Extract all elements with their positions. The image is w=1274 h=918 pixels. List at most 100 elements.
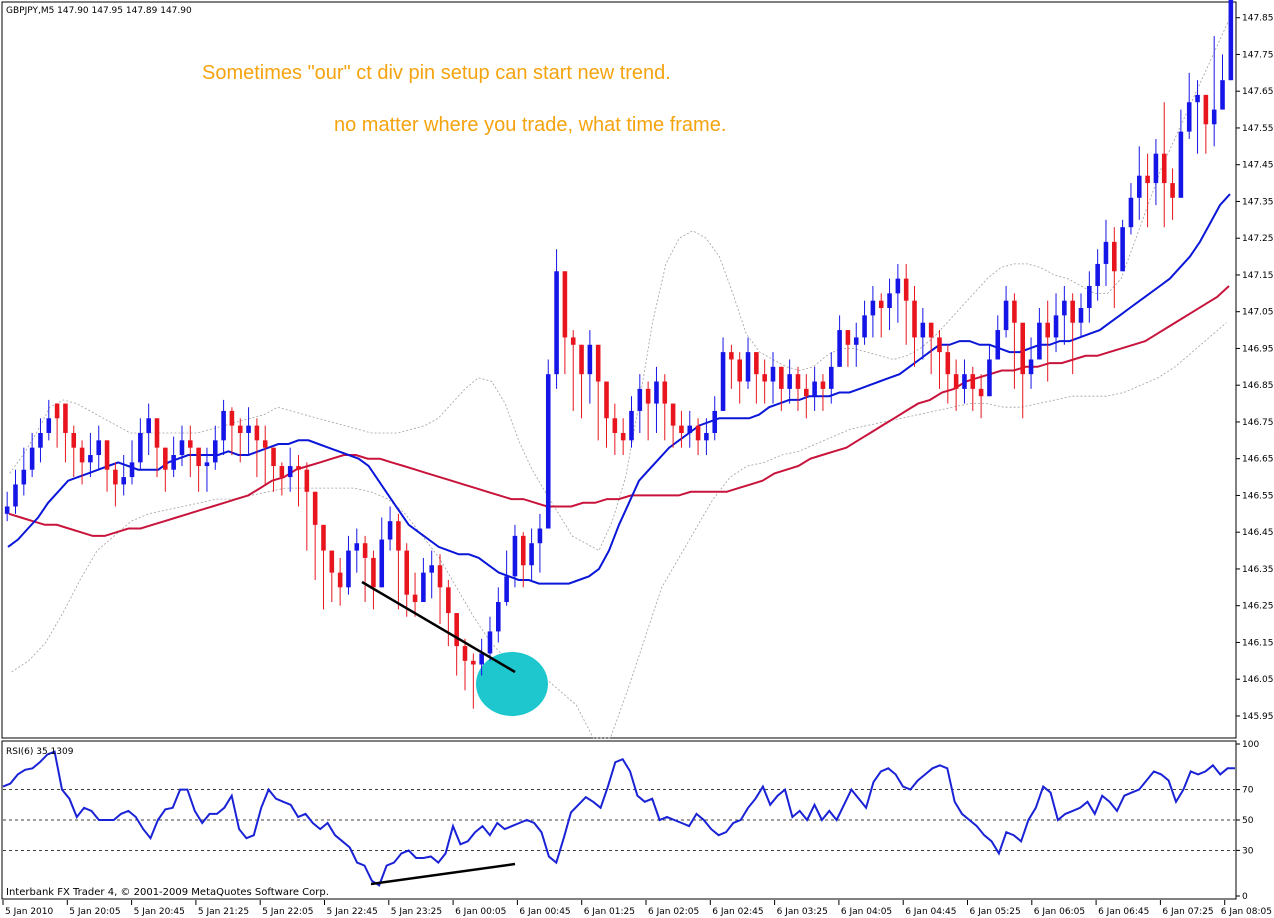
candle-body <box>379 539 385 588</box>
candle <box>945 344 951 404</box>
candle-body <box>762 374 767 382</box>
candle <box>1028 337 1034 389</box>
candle <box>421 557 426 603</box>
candle <box>687 410 693 448</box>
candle <box>903 263 909 345</box>
candle <box>1020 322 1026 419</box>
candle-body <box>171 455 176 470</box>
candle <box>962 359 967 404</box>
candle <box>654 366 659 433</box>
candle-body <box>970 374 976 389</box>
candle <box>396 513 401 610</box>
candle-body <box>745 352 751 382</box>
candle <box>679 410 684 448</box>
candle <box>604 381 609 448</box>
price-tick-label: 147.85 <box>1242 14 1274 24</box>
rsi-panel-frame <box>1 740 1237 900</box>
candle-body <box>595 344 601 382</box>
candle <box>462 638 468 691</box>
candle <box>987 344 992 397</box>
candle <box>953 359 959 411</box>
price-tick-label: 146.05 <box>1242 675 1274 685</box>
candle <box>670 403 676 448</box>
candle <box>212 425 218 470</box>
price-tick-label: 146.65 <box>1242 455 1274 465</box>
candle-body <box>1070 300 1075 323</box>
candle <box>104 440 110 492</box>
candle-body <box>446 587 451 614</box>
candle <box>770 352 776 404</box>
candle-body <box>1045 322 1050 338</box>
candle-body <box>637 388 643 411</box>
main-price-panel: GBPJPY,M5 147.90 147.95 147.89 147.90 So… <box>1 0 1274 739</box>
candle <box>504 550 509 606</box>
candle-body <box>1161 153 1167 184</box>
fast-ma-line <box>7 193 1231 585</box>
price-tick-label: 146.85 <box>1242 381 1274 391</box>
candle <box>845 330 851 367</box>
candle-body <box>1103 241 1109 264</box>
candle-body <box>812 381 817 397</box>
candle-body <box>163 447 168 470</box>
candle <box>229 407 235 456</box>
candle-body <box>1028 359 1034 375</box>
candle-body <box>421 572 426 603</box>
candle-body <box>396 521 401 551</box>
rsi-tick-label: 30 <box>1242 846 1254 856</box>
candle-body <box>1203 94 1209 125</box>
candle <box>379 517 385 588</box>
candle <box>920 308 926 360</box>
candle <box>595 344 601 441</box>
candle-body <box>1078 308 1084 323</box>
candle-body <box>562 271 568 338</box>
candle-body <box>1178 131 1184 198</box>
candle <box>629 396 634 448</box>
price-tick-label: 147.75 <box>1242 50 1274 60</box>
candle <box>96 425 102 470</box>
price-tick-label: 146.35 <box>1242 565 1274 575</box>
candle <box>1087 271 1092 323</box>
candle-body <box>737 359 742 382</box>
candle <box>762 359 767 404</box>
candle-body <box>779 366 784 389</box>
price-tick-label: 147.15 <box>1242 271 1274 281</box>
candle <box>354 528 360 573</box>
candle-body <box>629 410 634 441</box>
candle <box>545 359 551 529</box>
candle-body <box>695 425 701 441</box>
candle-body <box>878 300 884 309</box>
candle <box>346 535 351 595</box>
candle <box>88 432 93 478</box>
candle-body <box>154 418 160 448</box>
candle <box>121 455 126 496</box>
candle-body <box>837 330 842 367</box>
candle <box>520 532 526 588</box>
candle-body <box>479 653 484 665</box>
time-tick-label: 6 Jan 00:45 <box>519 907 570 917</box>
candle <box>296 455 301 507</box>
candle-body <box>787 374 792 389</box>
bollinger-bands <box>9 21 1229 739</box>
candle-body <box>1020 322 1026 375</box>
candle-body <box>612 418 618 433</box>
candle-body <box>654 381 659 404</box>
candle <box>304 462 310 551</box>
candle-body <box>321 524 326 551</box>
candle <box>279 462 285 496</box>
candle <box>1053 293 1059 353</box>
candle <box>1070 293 1075 375</box>
candle <box>1220 54 1225 110</box>
candle-body <box>845 330 851 345</box>
price-tick-label: 147.45 <box>1242 161 1274 171</box>
price-tick-label: 145.95 <box>1242 712 1274 722</box>
candle <box>529 528 534 580</box>
candle <box>287 447 293 492</box>
candle-body <box>795 374 801 389</box>
time-tick-label: 5 Jan 2010 <box>5 907 53 917</box>
price-tick-label: 147.35 <box>1242 197 1274 207</box>
candle-body <box>437 565 443 588</box>
candle-body <box>113 469 118 485</box>
candle-body <box>903 278 909 301</box>
candle-body <box>212 440 218 463</box>
